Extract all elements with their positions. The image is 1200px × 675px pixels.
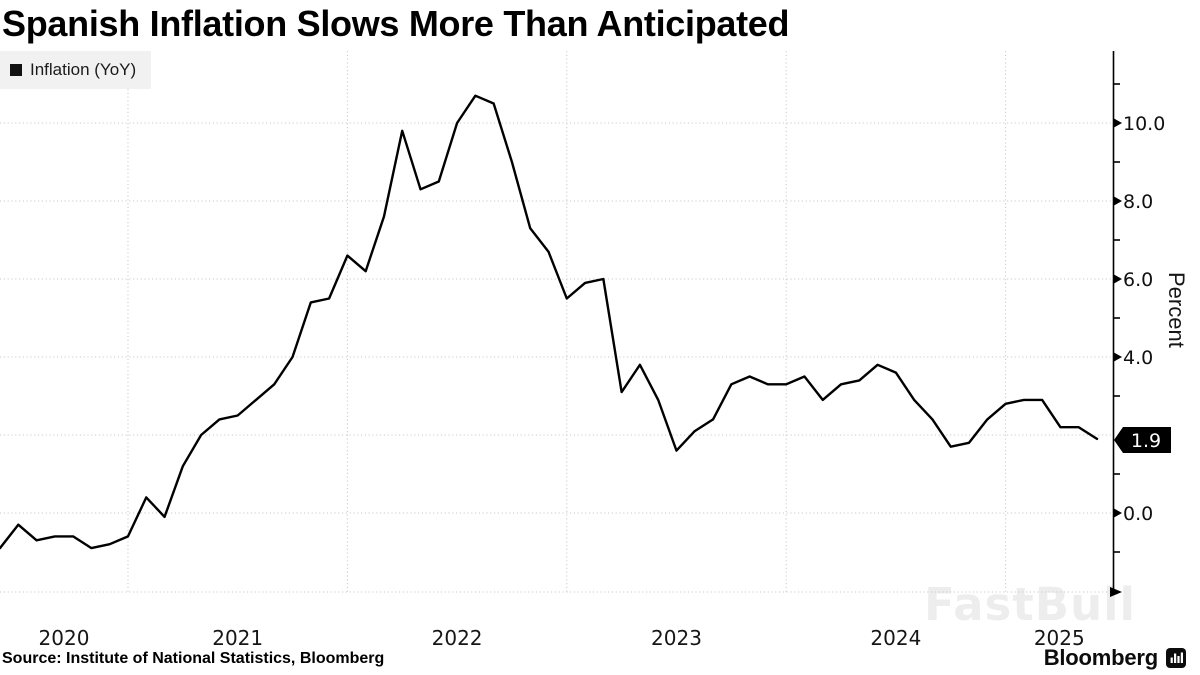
gridlines [0,51,1113,593]
inflation-line [0,94,1099,550]
legend: Inflation (YoY) [0,51,152,89]
y-axis-tick-label-4: 4.0 [1123,347,1153,369]
y-major-tick-icon-10 [1114,118,1122,128]
x-axis-year-label-2023: 2023 [651,626,702,650]
chart-title: Spanish Inflation Slows More Than Antici… [2,3,790,44]
bloomberg-wordmark: Bloomberg [1043,645,1159,670]
y-axis-tick-label-8: 8.0 [1123,191,1153,213]
bloomberg-terminal-icon [1166,648,1186,668]
last-value-badge [1114,427,1171,453]
x-axis-year-label-2021: 2021 [212,626,263,650]
y-major-tick-icon-0 [1114,508,1122,518]
y-axis-tick-label-10: 10.0 [1123,113,1165,135]
x-axis-year-label-2020: 2020 [39,626,90,650]
y-axis-tick-label-6: 6.0 [1123,269,1153,291]
last-value-badge-label: 1.9 [1131,430,1161,452]
bloomberg-logo: Bloomberg [1044,645,1186,671]
x-axis-year-label-2022: 2022 [432,626,483,650]
y-axis-title: Percent [1164,272,1189,348]
x-axis-year-label-2025: 2025 [1034,626,1085,650]
y-major-tick-icon-8 [1114,196,1122,206]
y-major-tick-icon-4 [1114,352,1122,362]
fastbull-watermark: FastBull [924,578,1136,631]
axis-end-arrow-icon [1110,587,1122,597]
source-attribution: Source: Institute of National Statistics… [2,650,385,667]
x-axis-year-label-2024: 2024 [870,626,921,650]
y-axis [1110,51,1122,597]
y-major-tick-icon-6 [1114,274,1122,284]
legend-series-marker-icon [10,64,22,76]
legend-series-label: Inflation (YoY) [30,60,137,79]
y-axis-tick-label-0: 0.0 [1123,503,1153,525]
